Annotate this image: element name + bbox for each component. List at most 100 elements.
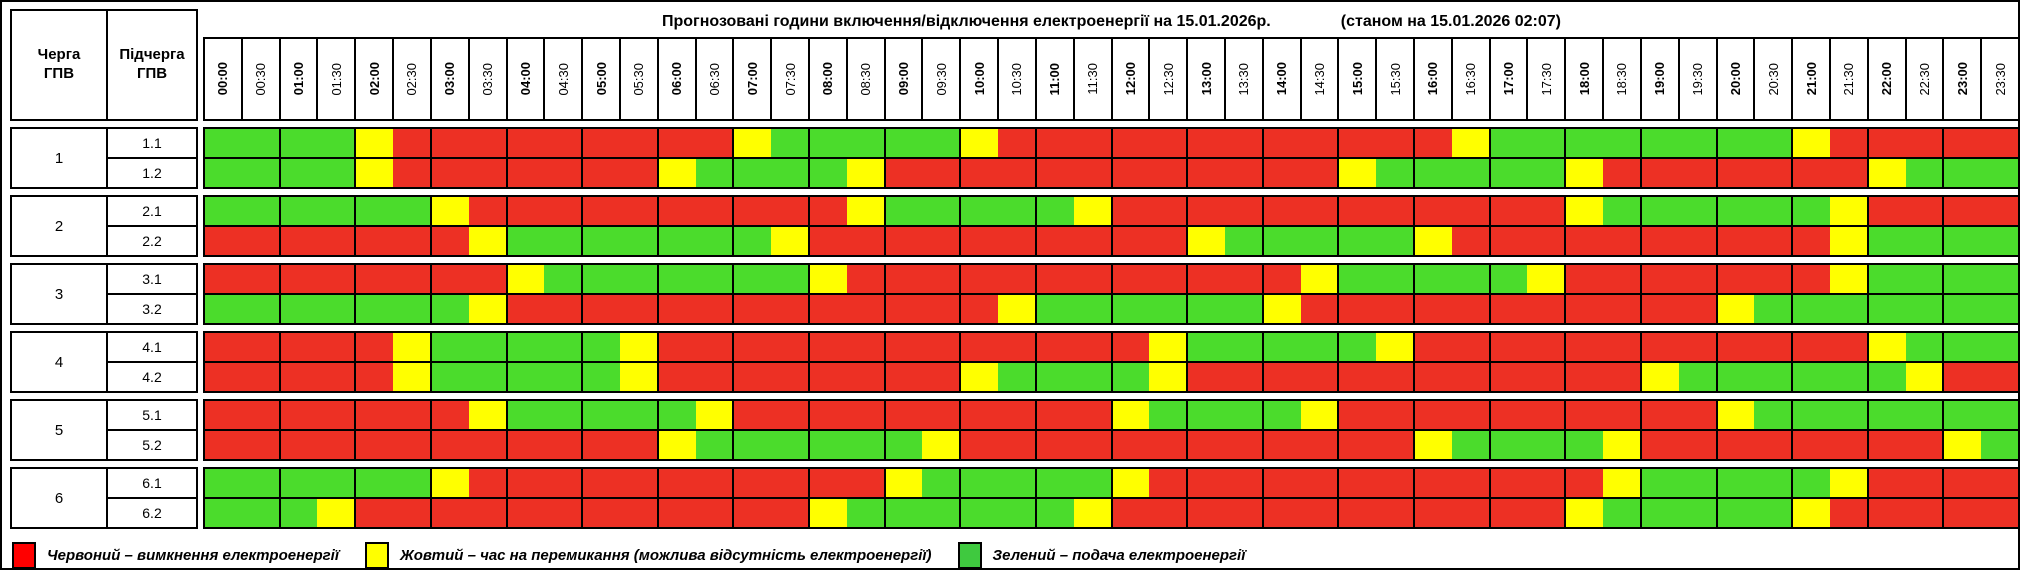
hour-cell bbox=[205, 333, 281, 361]
queue-block: 5 5.1 5.2 bbox=[10, 399, 2018, 461]
hour-cell bbox=[1415, 197, 1491, 225]
half-hour-cell bbox=[1793, 265, 1830, 293]
queue-number: 3 bbox=[12, 265, 108, 323]
half-hour-cell bbox=[922, 363, 960, 391]
hour-cell bbox=[734, 227, 810, 255]
hour-cell bbox=[1188, 431, 1264, 459]
schedule-grid: 1 1.1 1.2 2 2.1 2.2 3 3.1 3.2 4 4.1 4.2 5 5.1 5.2 6 6.1 6… bbox=[10, 127, 2018, 529]
half-hour-cell bbox=[468, 129, 506, 157]
half-hour-cell bbox=[1944, 401, 1982, 429]
hour-cell bbox=[1641, 265, 1718, 293]
hour-cell bbox=[205, 431, 281, 459]
half-hour-cell bbox=[1415, 469, 1452, 497]
half-hour-cell bbox=[431, 227, 469, 255]
legend-label: Жовтий – час на перемикання (можлива від… bbox=[400, 547, 932, 564]
half-hour-cell bbox=[922, 431, 960, 459]
half-hour-cell bbox=[1641, 265, 1679, 293]
half-hour-cell bbox=[356, 363, 394, 391]
half-hour-cell bbox=[1793, 431, 1830, 459]
hour-cell bbox=[280, 227, 357, 255]
hour-cell bbox=[734, 129, 810, 157]
hour-cell bbox=[658, 265, 735, 293]
hour-cell bbox=[1112, 469, 1189, 497]
half-hour-cell bbox=[1641, 159, 1679, 187]
half-hour-cell bbox=[205, 469, 242, 497]
half-hour-cell bbox=[695, 265, 733, 293]
hour-cell bbox=[885, 197, 962, 225]
half-hour-cell bbox=[885, 469, 923, 497]
half-hour-cell bbox=[1566, 265, 1604, 293]
half-hour-cell bbox=[1451, 129, 1489, 157]
half-hour-cell bbox=[205, 333, 242, 361]
time-column-header: 23:00 bbox=[1944, 39, 1983, 119]
hour-cell bbox=[885, 295, 962, 323]
half-hour-cell bbox=[810, 197, 847, 225]
hour-cell bbox=[810, 129, 886, 157]
queue-number: 4 bbox=[12, 333, 108, 391]
half-hour-cell bbox=[1339, 363, 1377, 391]
hour-cell bbox=[1188, 159, 1264, 187]
time-column-header: 02:00 bbox=[356, 39, 395, 119]
hour-cell bbox=[734, 295, 810, 323]
half-hour-cell bbox=[544, 401, 582, 429]
half-hour-cell bbox=[1036, 499, 1074, 527]
hour-cell bbox=[205, 295, 281, 323]
half-hour-cell bbox=[1868, 227, 1906, 255]
half-hour-cell bbox=[1451, 469, 1489, 497]
hour-cell bbox=[1717, 333, 1794, 361]
half-hour-cell bbox=[1717, 363, 1755, 391]
queue-block: 3 3.1 3.2 bbox=[10, 263, 2018, 325]
hour-cell bbox=[1793, 333, 1869, 361]
time-column-header: 13:00 bbox=[1188, 39, 1226, 119]
hour-cell bbox=[205, 469, 281, 497]
hour-cell bbox=[583, 295, 659, 323]
half-hour-cell bbox=[1073, 431, 1111, 459]
hour-cell bbox=[280, 499, 357, 527]
half-hour-cell bbox=[1300, 363, 1338, 391]
half-hour-cell bbox=[1149, 197, 1187, 225]
half-hour-cell bbox=[1188, 197, 1225, 225]
queue-block: 6 6.1 6.2 bbox=[10, 467, 2018, 529]
queue-label-box: 5 5.1 5.2 bbox=[10, 399, 198, 461]
schedule-row bbox=[205, 265, 2018, 295]
half-hour-cell bbox=[619, 469, 657, 497]
time-column-header: 11:00 bbox=[1036, 39, 1075, 119]
half-hour-cell bbox=[1263, 265, 1301, 293]
half-hour-cell bbox=[1868, 469, 1906, 497]
half-hour-cell bbox=[1868, 265, 1906, 293]
half-hour-cell bbox=[1451, 197, 1489, 225]
hour-cell bbox=[734, 197, 810, 225]
half-hour-cell bbox=[1566, 363, 1604, 391]
half-hour-cell bbox=[241, 499, 279, 527]
hour-cell bbox=[1566, 469, 1642, 497]
half-hour-cell bbox=[1073, 333, 1111, 361]
half-hour-cell bbox=[583, 265, 620, 293]
time-label: 20:00 bbox=[1727, 62, 1743, 96]
half-hour-cell bbox=[846, 469, 884, 497]
time-header-row: 00:00 00:30 01:00 01:30 02:00 02:30 03:00 03:30… bbox=[203, 37, 2018, 121]
hour-cell bbox=[1717, 129, 1794, 157]
hour-cell bbox=[1036, 431, 1113, 459]
half-hour-cell bbox=[1566, 401, 1604, 429]
half-hour-cell bbox=[1641, 197, 1679, 225]
half-hour-cell bbox=[1566, 499, 1604, 527]
half-hour-cell bbox=[1793, 499, 1830, 527]
hour-cell bbox=[734, 401, 810, 429]
hour-cell bbox=[734, 333, 810, 361]
half-hour-cell bbox=[1981, 363, 2018, 391]
hour-cell bbox=[431, 129, 508, 157]
hour-cell bbox=[507, 227, 584, 255]
hour-cell bbox=[1415, 333, 1491, 361]
half-hour-cell bbox=[695, 431, 733, 459]
hour-cell bbox=[1717, 295, 1794, 323]
hour-cell bbox=[507, 159, 584, 187]
half-hour-cell bbox=[810, 129, 847, 157]
half-hour-cell bbox=[961, 129, 999, 157]
half-hour-cell bbox=[1527, 431, 1565, 459]
half-hour-cell bbox=[1415, 227, 1452, 255]
half-hour-cell bbox=[507, 333, 545, 361]
schedule-rows-box bbox=[203, 331, 2018, 393]
hour-cell bbox=[1944, 499, 2018, 527]
hour-cell bbox=[1339, 499, 1415, 527]
half-hour-cell bbox=[658, 431, 696, 459]
